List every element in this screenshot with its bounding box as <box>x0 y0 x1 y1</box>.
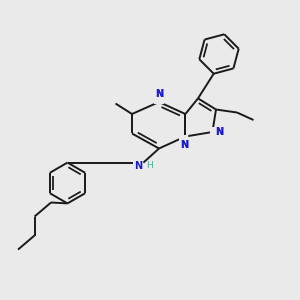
Text: N: N <box>155 89 163 99</box>
Text: N: N <box>134 160 142 171</box>
Text: N: N <box>180 140 188 150</box>
Text: N: N <box>215 127 223 137</box>
Text: H: H <box>146 160 153 169</box>
Text: N: N <box>134 160 142 171</box>
Text: N: N <box>211 127 219 137</box>
Text: N: N <box>180 140 188 150</box>
Text: N: N <box>215 127 223 137</box>
Text: N: N <box>155 89 163 99</box>
Text: N: N <box>155 94 163 104</box>
Text: N: N <box>180 135 188 145</box>
